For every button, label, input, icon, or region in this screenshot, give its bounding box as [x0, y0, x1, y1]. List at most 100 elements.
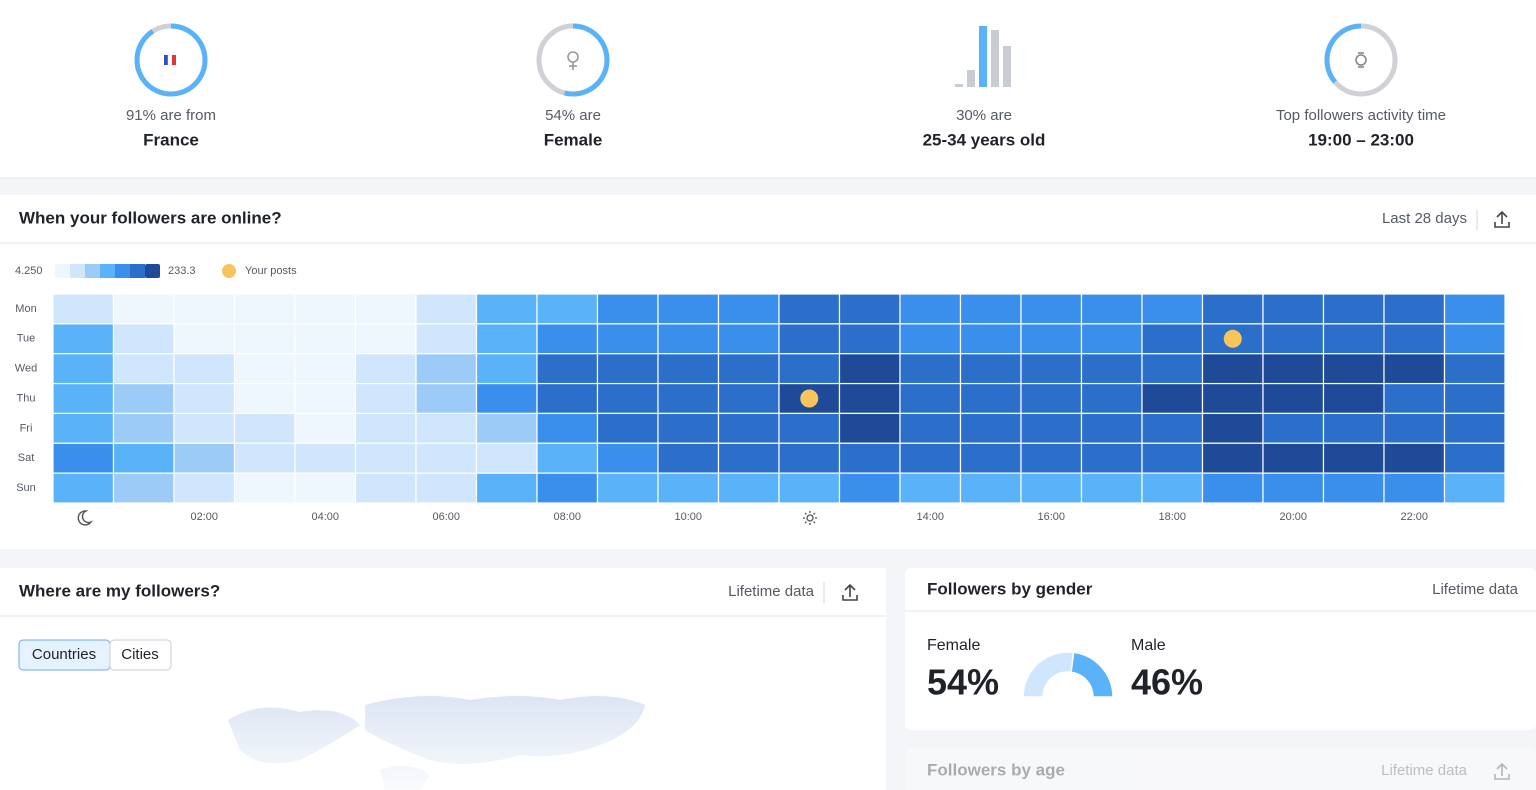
day-label: Mon [15, 303, 36, 315]
heat-cell [475, 382, 538, 415]
heat-cell [173, 412, 236, 444]
heat-cell [959, 293, 1022, 325]
heat-cell [294, 442, 357, 474]
heat-cell [838, 472, 901, 504]
heat-cell [717, 412, 780, 444]
heat-cell [717, 382, 780, 415]
tab-label[interactable]: Cities [121, 646, 159, 663]
heat-cell [52, 382, 115, 415]
tab-label[interactable]: Countries [32, 646, 96, 663]
heat-cell [899, 323, 962, 355]
heat-cell [294, 412, 357, 444]
heat-cell [1383, 293, 1446, 325]
heat-cell [233, 353, 296, 385]
heat-cell [173, 442, 236, 474]
heat-cell [1383, 412, 1446, 444]
heat-cell [294, 382, 357, 415]
heat-cell [657, 323, 720, 355]
heat-cell [959, 442, 1022, 474]
heat-cell [294, 472, 357, 504]
heat-cell [112, 442, 175, 474]
heat-cell [838, 442, 901, 474]
export-button[interactable] [842, 583, 858, 601]
day-label: Wed [15, 363, 37, 375]
heat-cell [1080, 412, 1143, 444]
heat-cell [657, 293, 720, 325]
moon-icon [77, 510, 94, 526]
heat-cell [1322, 293, 1385, 325]
heat-cell [1020, 293, 1083, 325]
heat-cell [1262, 382, 1325, 415]
hour-label: 20:00 [1279, 511, 1307, 523]
heat-cell [1383, 323, 1446, 355]
heat-cell [1020, 323, 1083, 355]
heat-cell [475, 293, 538, 325]
heat-cell [475, 353, 538, 385]
heat-cell [596, 323, 659, 355]
heat-cell [1080, 293, 1143, 325]
hour-label: 10:00 [674, 511, 702, 523]
heat-cell [959, 412, 1022, 444]
heat-cell [1262, 353, 1325, 385]
heat-cell [899, 442, 962, 474]
stat-ring-arc [134, 23, 208, 97]
heat-cell [1141, 293, 1204, 325]
heat-cell [536, 353, 599, 385]
heat-cell [1020, 412, 1083, 444]
heat-cell [1201, 353, 1264, 385]
heat-cell [536, 382, 599, 415]
activity-ring-arc [1324, 23, 1362, 84]
gender-title: Followers by gender [927, 579, 1093, 598]
heat-cell [354, 472, 417, 504]
heat-cell [657, 472, 720, 504]
heat-cell [899, 293, 962, 325]
heat-cell [354, 353, 417, 385]
heat-cell [173, 293, 236, 325]
heat-cell [415, 353, 478, 385]
heat-cell [1080, 323, 1143, 355]
tab-cities[interactable] [109, 639, 172, 671]
heat-cell [838, 353, 901, 385]
heat-cell [1020, 353, 1083, 385]
heat-cell [475, 442, 538, 474]
heat-cell [596, 382, 659, 415]
heat-cell [233, 323, 296, 355]
heat-cell [1322, 472, 1385, 504]
heat-cell [536, 472, 599, 504]
export-button[interactable] [1494, 762, 1510, 780]
stat-value: Female [544, 130, 603, 149]
heat-cell [415, 472, 478, 504]
period: Lifetime data [728, 583, 815, 600]
heat-cell [52, 472, 115, 504]
heat-cell [1141, 412, 1204, 444]
export-button[interactable] [1494, 210, 1510, 228]
day-label: Sun [16, 482, 36, 494]
heat-cell [1080, 442, 1143, 474]
legend-posts: Your posts [245, 265, 297, 277]
heat-cell [1443, 323, 1506, 355]
heat-cell [233, 442, 296, 474]
heat-cell [1262, 293, 1325, 325]
heat-cell [1383, 472, 1446, 504]
heat-cell [838, 412, 901, 444]
flag-icon [164, 54, 176, 66]
heat-cell [657, 382, 720, 415]
heat-cell [52, 293, 115, 325]
heat-cell [112, 323, 175, 355]
female-label: Female [927, 637, 980, 654]
heat-cell [294, 353, 357, 385]
heat-cell [52, 353, 115, 385]
heat-cell [717, 472, 780, 504]
heat-cell [1383, 382, 1446, 415]
hour-label: 06:00 [432, 511, 460, 523]
post-dot [800, 389, 819, 408]
heat-cell [233, 293, 296, 325]
heat-cell [899, 353, 962, 385]
stat-caption: 54% are [545, 107, 601, 124]
heat-cell [173, 472, 236, 504]
period[interactable]: Last 28 days [1382, 210, 1467, 227]
heat-cell [1443, 442, 1506, 474]
heat-cell [778, 412, 841, 444]
heat-cell [233, 382, 296, 415]
heat-cell [1141, 382, 1204, 415]
